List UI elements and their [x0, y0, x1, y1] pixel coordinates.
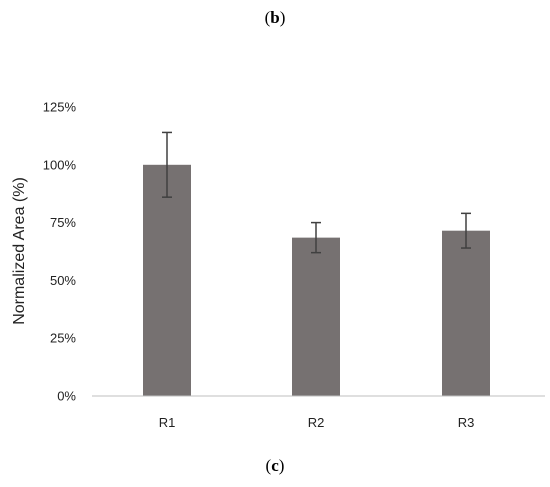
- y-axis-ticks: 0% 25% 50% 75% 100% 125%: [43, 100, 77, 404]
- bar-r2: [292, 237, 340, 396]
- y-tick-label: 75%: [50, 215, 76, 230]
- y-axis-label: Normalized Area (%): [11, 177, 28, 325]
- error-bar-r2: [311, 221, 321, 254]
- panel-letter-c: c: [271, 456, 279, 475]
- panel-letter-b: b: [270, 8, 280, 27]
- bar-r1: [143, 164, 191, 396]
- y-tick-label: 25%: [50, 331, 76, 346]
- error-bar-r1: [162, 131, 172, 198]
- x-tick-label: R2: [308, 415, 325, 430]
- panel-label-b: (b): [264, 8, 286, 27]
- bars: [143, 164, 490, 396]
- x-axis-ticks: R1 R2 R3: [159, 415, 475, 430]
- x-tick-label: R1: [159, 415, 176, 430]
- y-tick-label: 100%: [43, 157, 77, 172]
- panel-label-c: (c): [265, 456, 285, 475]
- y-tick-label: 50%: [50, 273, 76, 288]
- error-bar-r3: [461, 212, 471, 249]
- x-tick-label: R3: [458, 415, 475, 430]
- y-tick-label: 125%: [43, 100, 77, 115]
- bar-r3: [442, 230, 490, 396]
- y-tick-label: 0%: [57, 389, 76, 404]
- error-bars: [162, 131, 471, 254]
